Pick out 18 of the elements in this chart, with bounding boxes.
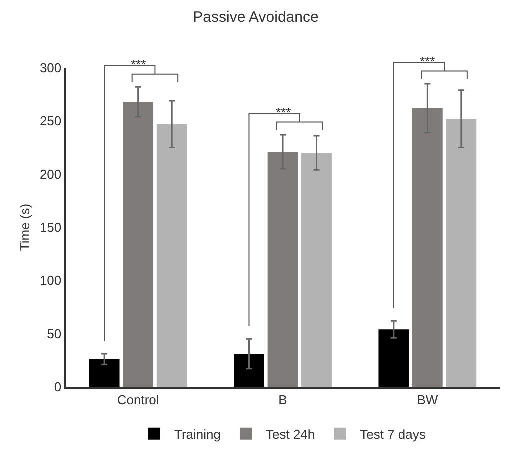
annotation: *** — [276, 105, 292, 120]
y-tick-label: 200 — [40, 166, 62, 182]
x-tick-label: BW — [417, 392, 439, 408]
y-tick-label: 50 — [47, 326, 62, 342]
y-tick-label: 150 — [40, 220, 62, 236]
chart-title: Passive Avoidance — [193, 9, 319, 26]
annotation: *** — [131, 57, 146, 72]
y-tick-label: 250 — [40, 114, 62, 129]
y-tick-label: 300 — [40, 60, 62, 76]
y-tick-label: 100 — [40, 273, 62, 288]
legend-label: Training — [174, 426, 221, 442]
y-axis-title: Time (s) — [18, 204, 32, 252]
annotation: *** — [420, 54, 436, 69]
legend-label: Test 7 days — [360, 426, 426, 442]
legend-label: Test 24h — [266, 426, 316, 442]
y-tick-label: 0 — [54, 380, 62, 395]
x-tick-label: B — [278, 392, 288, 408]
x-tick-label: Control — [117, 392, 160, 408]
